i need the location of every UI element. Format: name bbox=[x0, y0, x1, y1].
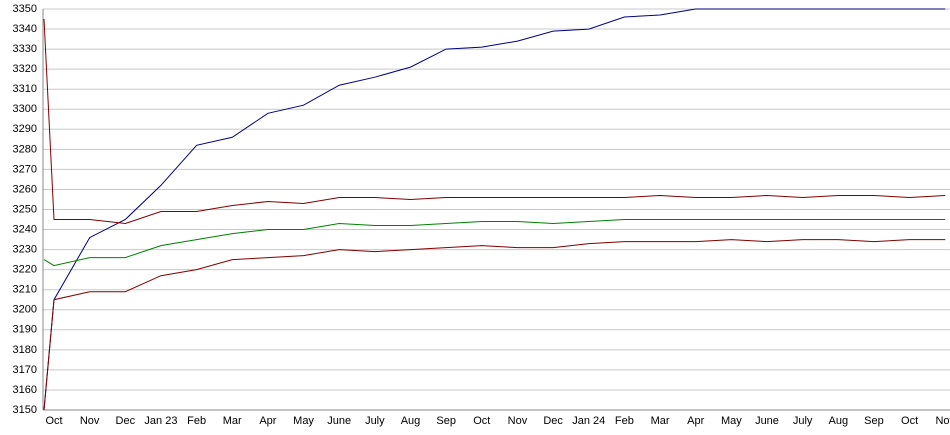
series-line bbox=[43, 239, 946, 411]
y-tick-label: 3290 bbox=[13, 123, 37, 135]
y-tick-label: 3310 bbox=[13, 83, 37, 95]
series-line bbox=[43, 219, 946, 267]
x-tick-label: Feb bbox=[615, 415, 634, 427]
x-tick-label: Feb bbox=[187, 415, 206, 427]
x-tick-label: Mar bbox=[651, 415, 670, 427]
x-tick-label: Apr bbox=[687, 415, 704, 427]
y-tick-label: 3280 bbox=[13, 143, 37, 155]
y-tick-label: 3170 bbox=[13, 364, 37, 376]
x-tick-label: July bbox=[365, 415, 385, 427]
y-tick-label: 3320 bbox=[13, 63, 37, 75]
x-tick-label: Jan 23 bbox=[144, 415, 177, 427]
x-tick-label: Sep bbox=[864, 415, 884, 427]
y-tick-label: 3330 bbox=[13, 43, 37, 55]
y-tick-label: 3180 bbox=[13, 344, 37, 356]
x-tick-label: Nov bbox=[80, 415, 100, 427]
series-line bbox=[43, 18, 946, 225]
x-tick-label: Apr bbox=[259, 415, 276, 427]
y-tick-label: 3150 bbox=[13, 404, 37, 416]
x-tick-label: June bbox=[755, 415, 779, 427]
x-tick-label: Aug bbox=[829, 415, 849, 427]
x-tick-label: May bbox=[721, 415, 742, 427]
y-tick-label: 3300 bbox=[13, 103, 37, 115]
x-tick-label: Oct bbox=[45, 415, 62, 427]
x-tick-label: Oct bbox=[901, 415, 918, 427]
x-tick-label: Oct bbox=[473, 415, 490, 427]
y-tick-label: 3260 bbox=[13, 183, 37, 195]
x-tick-label: Mar bbox=[223, 415, 242, 427]
x-tick-label: Nov bbox=[508, 415, 528, 427]
x-tick-label: July bbox=[793, 415, 813, 427]
x-tick-label: June bbox=[327, 415, 351, 427]
series-line bbox=[43, 8, 946, 411]
x-tick-label: Nov bbox=[935, 415, 950, 427]
y-tick-label: 3210 bbox=[13, 284, 37, 296]
y-tick-label: 3270 bbox=[13, 163, 37, 175]
y-tick-label: 3240 bbox=[13, 223, 37, 235]
y-tick-label: 3350 bbox=[13, 3, 37, 15]
y-tick-label: 3190 bbox=[13, 324, 37, 336]
y-tick-label: 3340 bbox=[13, 23, 37, 35]
x-tick-label: Dec bbox=[543, 415, 563, 427]
y-tick-label: 3160 bbox=[13, 384, 37, 396]
x-tick-label: Aug bbox=[401, 415, 421, 427]
x-tick-label: Sep bbox=[436, 415, 456, 427]
y-tick-label: 3230 bbox=[13, 244, 37, 256]
y-tick-label: 3220 bbox=[13, 264, 37, 276]
y-tick-label: 3250 bbox=[13, 203, 37, 215]
x-tick-label: Jan 24 bbox=[572, 415, 605, 427]
y-tick-label: 3200 bbox=[13, 304, 37, 316]
x-tick-label: May bbox=[293, 415, 314, 427]
x-tick-label: Dec bbox=[116, 415, 136, 427]
